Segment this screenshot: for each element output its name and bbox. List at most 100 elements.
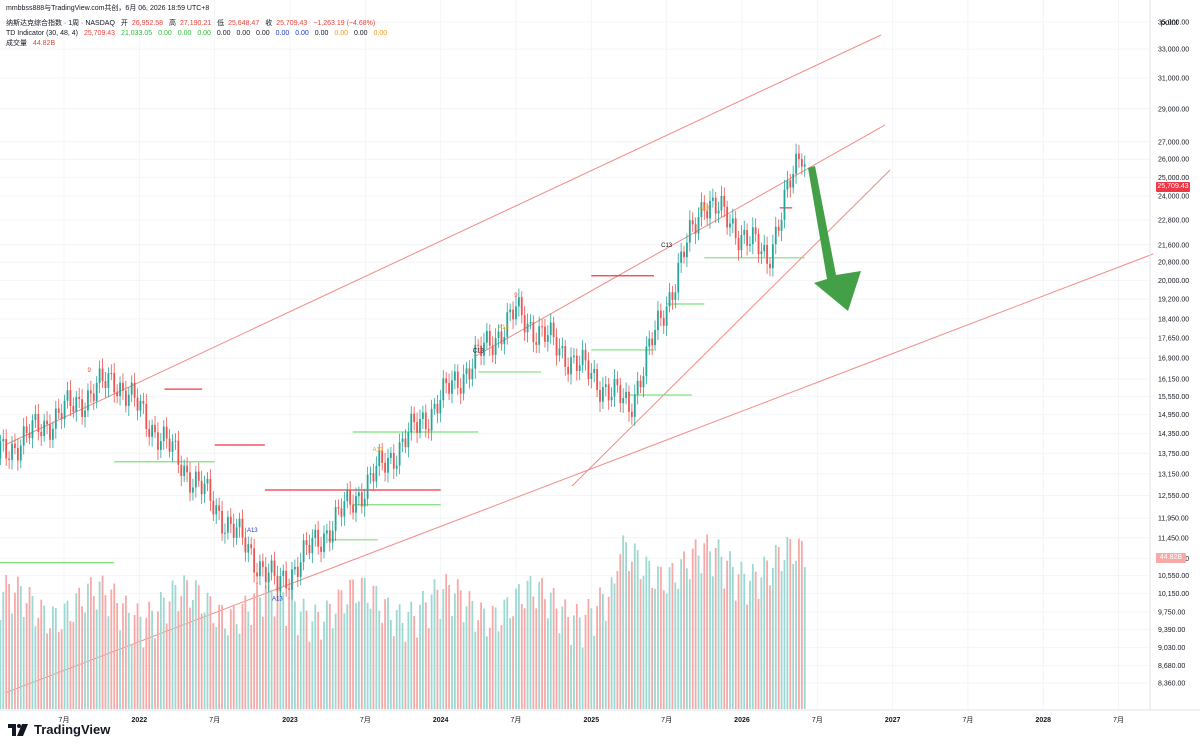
volume-bar[interactable] <box>800 540 803 709</box>
volume-bar[interactable] <box>771 568 774 709</box>
volume-bar[interactable] <box>171 580 174 709</box>
volume-bar[interactable] <box>783 560 786 709</box>
candle-body[interactable] <box>662 317 665 326</box>
volume-bar[interactable] <box>633 543 636 709</box>
volume-bar[interactable] <box>215 627 218 709</box>
candle-body[interactable] <box>349 489 352 505</box>
candle-body[interactable] <box>180 464 183 477</box>
volume-bar[interactable] <box>49 628 51 709</box>
candle-body[interactable] <box>194 471 197 488</box>
volume-bar[interactable] <box>78 587 81 709</box>
volume-bar[interactable] <box>546 618 549 709</box>
candle-body[interactable] <box>456 371 459 388</box>
candle-body[interactable] <box>293 566 296 570</box>
volume-bar[interactable] <box>581 647 584 709</box>
volume-bar[interactable] <box>515 588 517 709</box>
volume-bar[interactable] <box>209 596 212 709</box>
volume-bar[interactable] <box>665 593 668 709</box>
volume-bar[interactable] <box>636 550 639 709</box>
candle-body[interactable] <box>532 322 535 343</box>
candle-body[interactable] <box>264 566 267 583</box>
candle-body[interactable] <box>798 153 800 160</box>
candle-body[interactable] <box>334 507 337 531</box>
candle-body[interactable] <box>694 224 697 234</box>
volume-bar[interactable] <box>625 542 627 709</box>
candle-body[interactable] <box>72 405 75 412</box>
candle-body[interactable] <box>723 195 726 207</box>
candle-body[interactable] <box>148 428 151 437</box>
volume-bar[interactable] <box>651 588 654 709</box>
volume-bar[interactable] <box>763 556 766 709</box>
candle-body[interactable] <box>677 262 680 293</box>
candle-body[interactable] <box>253 548 256 573</box>
volume-bar[interactable] <box>261 616 264 709</box>
candle-body[interactable] <box>317 529 320 547</box>
candle-body[interactable] <box>509 309 512 313</box>
candle-body[interactable] <box>771 244 774 269</box>
candle-body[interactable] <box>177 440 180 465</box>
candle-body[interactable] <box>622 398 625 404</box>
volume-bar[interactable] <box>509 618 512 709</box>
candle-body[interactable] <box>57 408 60 414</box>
volume-bar[interactable] <box>136 603 139 709</box>
candle-body[interactable] <box>299 562 302 577</box>
td-indicator-label[interactable]: TD Indicator (30, 48, 4) <box>6 30 78 37</box>
volume-bar[interactable] <box>555 608 558 709</box>
volume-bar[interactable] <box>122 603 124 709</box>
volume-bar[interactable] <box>224 628 226 709</box>
candle-body[interactable] <box>795 153 797 174</box>
candle-body[interactable] <box>238 518 241 528</box>
candle-body[interactable] <box>737 238 740 251</box>
candle-body[interactable] <box>54 408 57 429</box>
candle-body[interactable] <box>273 560 276 576</box>
volume-bar[interactable] <box>688 579 691 709</box>
volume-bar[interactable] <box>680 559 683 709</box>
volume-bar[interactable] <box>613 583 616 709</box>
volume-bar[interactable] <box>57 631 60 709</box>
volume-bar[interactable] <box>691 548 694 709</box>
volume-bar[interactable] <box>442 589 445 709</box>
candle-body[interactable] <box>43 420 46 436</box>
candle-body[interactable] <box>130 382 133 395</box>
volume-bar[interactable] <box>180 595 183 709</box>
candle-body[interactable] <box>654 330 656 346</box>
candle-body[interactable] <box>320 546 322 552</box>
candle-body[interactable] <box>523 315 526 333</box>
volume-bar[interactable] <box>22 616 25 709</box>
candle-body[interactable] <box>500 331 503 345</box>
volume-bar[interactable] <box>459 590 462 709</box>
volume-bar[interactable] <box>124 595 127 709</box>
volume-bar[interactable] <box>226 635 229 709</box>
candle-body[interactable] <box>296 566 299 577</box>
candle-body[interactable] <box>743 230 746 235</box>
volume-bar[interactable] <box>616 571 619 709</box>
volume-bar[interactable] <box>89 577 92 709</box>
candle-body[interactable] <box>549 322 552 336</box>
volume-bar[interactable] <box>497 631 500 709</box>
support-trend-line[interactable] <box>571 169 891 487</box>
volume-bar[interactable] <box>387 597 389 709</box>
candle-body[interactable] <box>688 220 691 243</box>
volume-bar[interactable] <box>2 591 5 709</box>
volume-bar[interactable] <box>107 616 110 709</box>
candle-body[interactable] <box>247 544 250 553</box>
candle-body[interactable] <box>122 382 124 391</box>
volume-bar[interactable] <box>433 579 436 709</box>
candle-body[interactable] <box>98 368 101 383</box>
volume-bar[interactable] <box>410 601 413 709</box>
volume-bar[interactable] <box>740 561 743 709</box>
volume-bar[interactable] <box>706 534 709 709</box>
volume-bar[interactable] <box>604 620 607 709</box>
volume-bar[interactable] <box>494 607 497 709</box>
volume-bar[interactable] <box>375 586 378 709</box>
candle-body[interactable] <box>2 439 5 442</box>
volume-bar[interactable] <box>296 635 299 709</box>
volume-bar[interactable] <box>720 556 723 709</box>
candle-body[interactable] <box>433 403 436 409</box>
candle-body[interactable] <box>127 394 130 406</box>
candle-body[interactable] <box>575 355 578 371</box>
volume-bar[interactable] <box>774 545 777 709</box>
volume-bar[interactable] <box>314 604 317 709</box>
candle-body[interactable] <box>337 507 340 509</box>
candle-body[interactable] <box>360 492 363 507</box>
